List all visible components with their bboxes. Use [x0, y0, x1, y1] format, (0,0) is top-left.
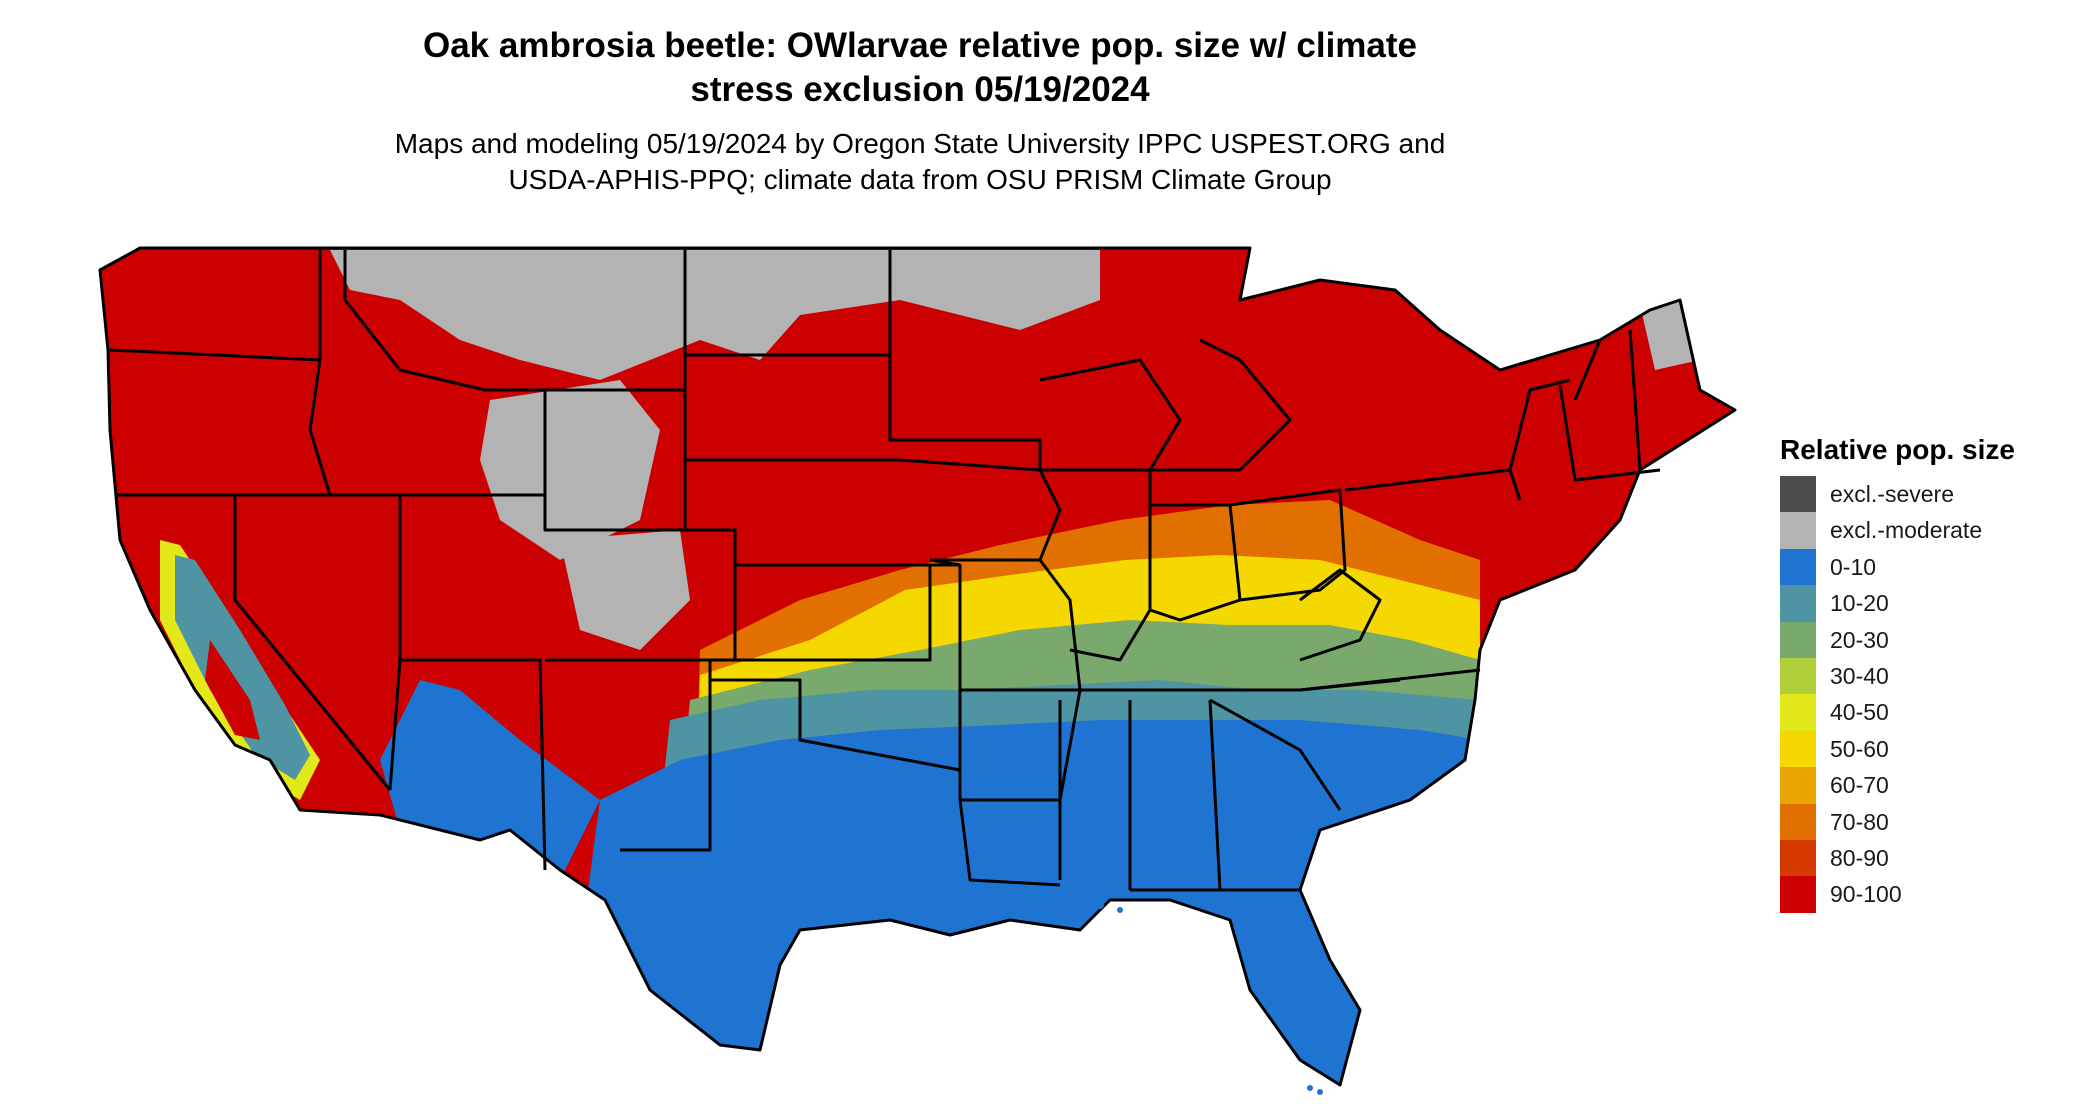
legend-label: 70-80 — [1830, 808, 1889, 835]
legend-item: 50-60 — [1780, 730, 2080, 768]
state-borders — [98, 246, 1737, 1087]
border-ia — [899, 458, 1062, 562]
legend-item: 80-90 — [1780, 839, 2080, 877]
us-outline — [98, 246, 1737, 1087]
legend-swatch — [1780, 476, 1816, 513]
legend-swatch — [1780, 803, 1816, 840]
zone-excl-moderate-colorado — [560, 530, 690, 650]
border-mn — [888, 250, 1042, 470]
legend-label: 50-60 — [1830, 735, 1889, 762]
legend-swatch — [1780, 512, 1816, 549]
border-ny-ne — [1508, 378, 1661, 482]
border-mi — [1150, 338, 1292, 472]
border-wi-mi — [1039, 358, 1182, 471]
legend-item: 30-40 — [1780, 657, 2080, 695]
map-subtitle-line-1: Maps and modeling 05/19/2024 by Oregon S… — [394, 128, 1446, 159]
border-nc-va — [1299, 668, 1481, 692]
island — [1317, 1089, 1323, 1095]
legend-label: 90-100 — [1830, 881, 1902, 908]
border-az — [388, 659, 402, 791]
border-ca-nv — [233, 495, 392, 791]
legend-item: 70-80 — [1780, 803, 2080, 840]
border-ga-sc — [1209, 698, 1342, 811]
border-ms-al — [1058, 699, 1222, 891]
population-zones — [100, 248, 1735, 1085]
legend-items: excl.-severe excl.-moderate 0-10 10-20 20-30… — [1780, 476, 2080, 913]
legend-swatch — [1780, 730, 1816, 768]
legend-item: 60-70 — [1780, 767, 2080, 804]
legend-label: excl.-severe — [1830, 481, 1954, 507]
border-oh-pa — [1229, 488, 1347, 602]
border-az-nm — [400, 658, 547, 871]
zone-excl-moderate-north — [330, 250, 1100, 380]
legend-item: 20-30 — [1780, 621, 2080, 658]
gulf-islands — [1096, 901, 1323, 1095]
legend-item: 40-50 — [1780, 694, 2080, 731]
zone-90-100-california-valley — [205, 640, 260, 740]
legend-label: 10-20 — [1830, 590, 1889, 617]
zone-10-20-california — [175, 555, 310, 780]
legend-label: 0-10 — [1830, 553, 1877, 580]
legend-label: 80-90 — [1830, 844, 1889, 871]
map-title-line-1: Oak ambrosia beetle: OWlarvae relative p… — [422, 26, 1417, 65]
legend-item: excl.-moderate — [1780, 512, 2080, 549]
island — [1117, 907, 1123, 913]
border-la — [958, 799, 1061, 887]
legend-swatch — [1780, 585, 1816, 622]
border-ok-tx — [710, 678, 961, 772]
border-mt-id — [343, 250, 486, 392]
border-wv-va — [1299, 568, 1382, 662]
border-ne-states — [1573, 329, 1642, 471]
border-dakotas — [683, 250, 900, 530]
legend-label: excl.-moderate — [1830, 517, 1983, 544]
zone-0-10 — [560, 720, 1480, 1085]
us-population-map — [98, 246, 1737, 1095]
border-id — [308, 250, 332, 496]
legend-swatch — [1780, 839, 1816, 877]
legend-label: 60-70 — [1830, 772, 1889, 799]
legend-swatch — [1780, 548, 1816, 586]
legend-swatch — [1780, 876, 1816, 913]
border-ar — [958, 689, 1082, 802]
legend-label: 40-50 — [1830, 699, 1889, 726]
map-title-line-2: stress exclusion 05/19/2024 — [690, 70, 1150, 109]
legend: Relative pop. size excl.-severe excl.-mod… — [1780, 432, 2080, 913]
legend-label: 20-30 — [1830, 626, 1889, 653]
border-nm-tx — [545, 658, 712, 852]
legend-item: 90-100 — [1780, 876, 2080, 913]
legend-item: 10-20 — [1780, 585, 2080, 622]
zone-excl-moderate-rockies — [480, 380, 660, 560]
legend-swatch — [1780, 621, 1816, 658]
legend-item: excl.-severe — [1780, 476, 2080, 513]
legend-title: Relative pop. size — [1780, 434, 2015, 465]
legend-label: 30-40 — [1830, 662, 1889, 689]
island — [1096, 901, 1104, 909]
legend-swatch — [1780, 657, 1816, 695]
island — [1307, 1085, 1313, 1091]
map-subtitle-line-2: USDA-APHIS-PPQ; climate data from OSU PR… — [508, 164, 1332, 195]
border-wa-or — [109, 348, 321, 362]
legend-swatch — [1780, 767, 1816, 804]
legend-item: 0-10 — [1780, 548, 2080, 586]
legend-swatch — [1780, 694, 1816, 731]
border-mo — [929, 558, 1082, 692]
